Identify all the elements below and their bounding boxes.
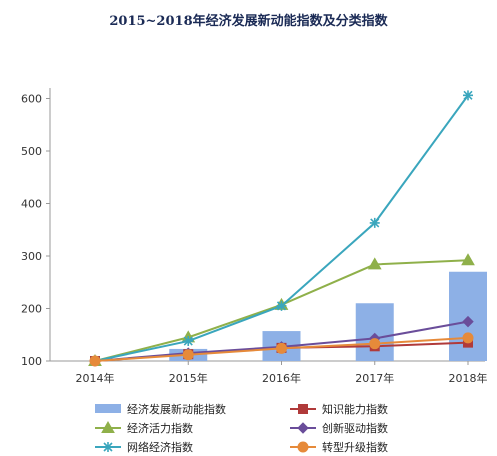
- data-point: [183, 336, 194, 347]
- y-tick-label: 200: [21, 303, 42, 316]
- legend-label: 创新驱动指数: [322, 421, 388, 435]
- chart-title: 2015~2018年经济发展新动能指数及分类指数: [109, 14, 388, 29]
- legend-item: 转型升级指数: [290, 440, 388, 454]
- legend-marker: [103, 442, 113, 452]
- series-4: [90, 90, 473, 366]
- series-line: [94, 94, 469, 362]
- series-5: [89, 332, 474, 367]
- data-point: [367, 257, 382, 270]
- x-tick-label: 2014年: [76, 371, 115, 385]
- x-tick-label: 2018年: [449, 371, 488, 385]
- data-point: [462, 332, 474, 344]
- data-point: [462, 315, 474, 328]
- data-point: [369, 338, 381, 350]
- data-point: [182, 349, 194, 361]
- legend-label: 知识能力指数: [322, 402, 388, 416]
- y-tick-label: 600: [21, 93, 42, 106]
- legend-swatch: [95, 404, 121, 413]
- y-tick-label: 500: [21, 145, 42, 158]
- data-point: [369, 217, 380, 228]
- data-point: [461, 253, 475, 266]
- legend-marker: [101, 420, 115, 433]
- legend-label: 网络经济指数: [127, 440, 193, 454]
- data-point: [463, 90, 473, 101]
- legend-item: 经济活力指数: [95, 420, 193, 435]
- x-tick-label: 2015年: [169, 371, 208, 385]
- legend-item: 创新驱动指数: [290, 421, 388, 435]
- line-series: [88, 90, 475, 367]
- legend-marker: [298, 404, 308, 414]
- legend-item: 网络经济指数: [95, 440, 193, 454]
- legend-item: 经济发展新动能指数: [95, 402, 226, 416]
- x-tick-label: 2016年: [262, 371, 301, 385]
- legend-label: 转型升级指数: [322, 440, 388, 454]
- legend-label: 经济发展新动能指数: [127, 402, 226, 416]
- data-point: [276, 342, 287, 354]
- x-tick-label: 2017年: [355, 371, 394, 385]
- legend-marker: [297, 422, 309, 434]
- legend-item: 知识能力指数: [290, 402, 388, 416]
- legend-label: 经济活力指数: [127, 421, 193, 435]
- data-point: [276, 300, 287, 311]
- axes: 100 200 300 400 500 600 2014年 2015年 2016年 2017年 20…: [21, 88, 488, 385]
- y-tick-label: 300: [21, 250, 42, 263]
- y-tick-label: 100: [21, 355, 42, 368]
- data-point: [89, 355, 101, 367]
- legend-marker: [297, 441, 309, 453]
- bar: [355, 303, 394, 361]
- y-tick-label: 400: [21, 198, 42, 211]
